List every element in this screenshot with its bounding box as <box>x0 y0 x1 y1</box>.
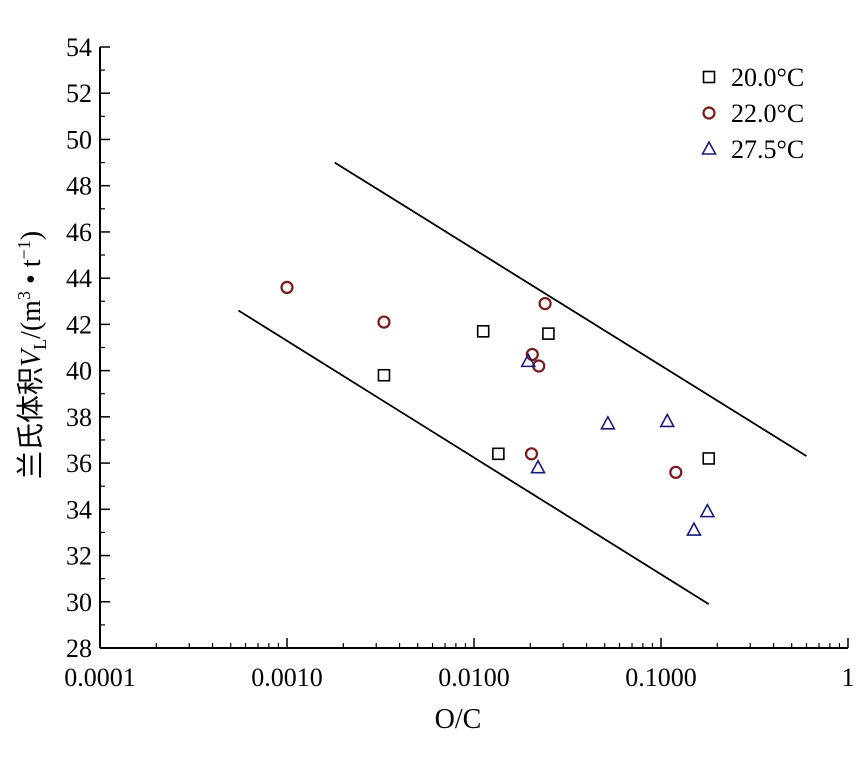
x-axis-title: O/C <box>435 704 482 735</box>
y-tick-label: 48 <box>66 172 92 201</box>
x-tick-label: 0.1000 <box>625 663 697 692</box>
y-tick-label: 34 <box>66 495 92 524</box>
data-point-circle <box>524 447 539 461</box>
data-point-triangle <box>686 521 702 536</box>
data-point-triangle <box>600 415 616 430</box>
y-tick-label: 42 <box>66 310 92 339</box>
y-tick-label: 28 <box>66 634 92 663</box>
data-point-triangle <box>530 459 546 474</box>
data-point-triangle <box>699 502 716 518</box>
data-point-circle <box>377 315 391 329</box>
data-point-square <box>377 368 391 382</box>
y-tick-label: 32 <box>66 542 92 571</box>
y-tick-label: 52 <box>66 79 92 108</box>
x-tick-label: 1 <box>842 663 855 692</box>
y-tick-label: 44 <box>66 264 92 293</box>
y-tick-label: 46 <box>66 218 92 247</box>
legend-marker-square <box>702 70 716 84</box>
y-tick-label: 54 <box>66 33 92 62</box>
y-axis-title: 兰氏体积VL/(m3 • t−1) <box>14 231 50 479</box>
data-point-square <box>542 327 555 340</box>
data-point-square <box>476 325 490 338</box>
bound-lines <box>237 161 807 605</box>
y-tick-label: 50 <box>66 125 92 154</box>
x-tick-label: 0.0001 <box>64 663 136 692</box>
y-tick-label: 38 <box>66 403 92 432</box>
legend-marker-triangle <box>701 140 717 155</box>
data-point-triangle <box>520 352 537 368</box>
bound-line <box>334 161 807 457</box>
x-axis-ticks: 0.0001 0.0010 0.0100 0.1000 1 <box>64 638 855 692</box>
legend-label: 22.0°C <box>731 99 804 128</box>
data-point-circle <box>525 347 539 362</box>
legend: 20.0°C 22.0°C 27.5°C <box>701 63 804 164</box>
y-axis-ticks: 28 30 32 34 36 38 40 42 44 46 48 50 52 54 <box>66 33 110 663</box>
data-point-circle <box>669 465 683 479</box>
x-tick-label: 0.0010 <box>251 663 323 692</box>
data-point-square <box>492 447 505 461</box>
y-tick-label: 36 <box>66 449 92 478</box>
data-markers <box>280 280 716 536</box>
y-tick-label: 40 <box>66 357 92 386</box>
legend-label: 20.0°C <box>731 63 804 92</box>
y-tick-label: 30 <box>66 588 92 617</box>
legend-marker-circle <box>702 106 716 120</box>
data-point-square <box>702 452 716 465</box>
data-point-circle <box>538 296 552 311</box>
legend-label: 27.5°C <box>731 135 804 164</box>
x-tick-label: 0.0100 <box>438 663 510 692</box>
data-point-circle <box>280 280 294 294</box>
data-point-triangle <box>659 412 676 428</box>
bound-line <box>237 309 710 605</box>
